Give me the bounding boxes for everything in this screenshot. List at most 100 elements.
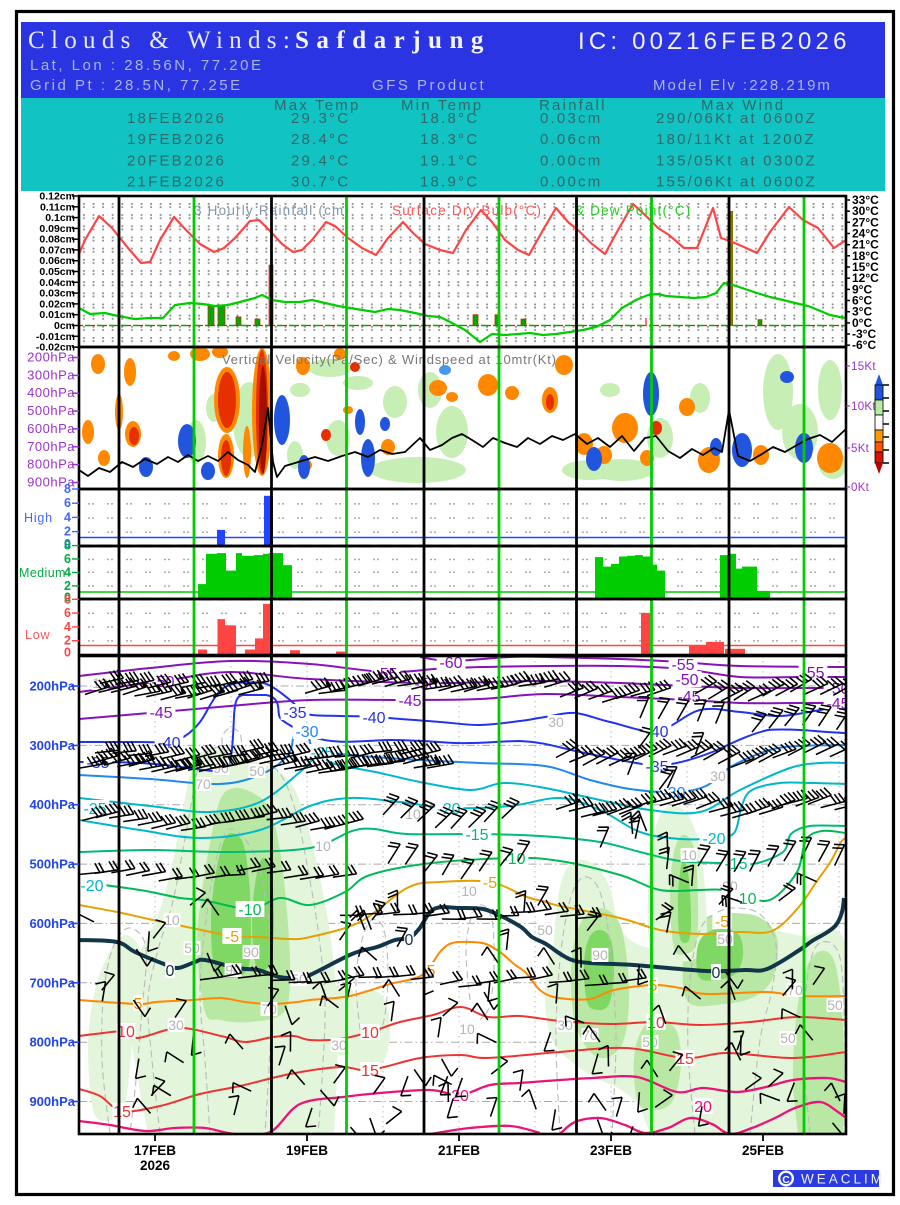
svg-text:2026: 2026 xyxy=(140,1158,171,1173)
svg-text:6°C: 6°C xyxy=(852,294,872,308)
svg-text:30: 30 xyxy=(557,1017,573,1033)
svg-text:Rainfall: Rainfall xyxy=(539,97,607,114)
svg-text:4: 4 xyxy=(64,510,71,524)
svg-text:50: 50 xyxy=(717,931,733,947)
svg-text:WEACLIM: WEACLIM xyxy=(801,1172,885,1187)
svg-text:30.7°C: 30.7°C xyxy=(291,174,350,191)
svg-text:0.00cm: 0.00cm xyxy=(540,174,602,191)
svg-text:200hPa: 200hPa xyxy=(27,350,75,365)
svg-text:18.8°C: 18.8°C xyxy=(420,110,479,127)
svg-text:18°C: 18°C xyxy=(852,249,879,263)
svg-text:50: 50 xyxy=(827,997,843,1013)
svg-text:-20: -20 xyxy=(702,831,725,848)
svg-text:70: 70 xyxy=(261,1001,277,1017)
svg-text:-55: -55 xyxy=(671,657,694,674)
svg-text:6: 6 xyxy=(64,606,71,620)
svg-text:2: 2 xyxy=(64,525,71,539)
svg-text:29.4°C: 29.4°C xyxy=(291,152,350,169)
svg-text:IC: 00Z16FEB2026: IC: 00Z16FEB2026 xyxy=(578,28,851,55)
svg-text:24°C: 24°C xyxy=(852,227,879,241)
svg-text:Medium: Medium xyxy=(19,566,66,580)
svg-text:18.9°C: 18.9°C xyxy=(420,174,479,191)
svg-text:15: 15 xyxy=(676,1051,694,1068)
svg-text:-50: -50 xyxy=(675,672,698,689)
svg-text:15°C: 15°C xyxy=(852,260,879,274)
svg-text:0.03cm: 0.03cm xyxy=(540,110,602,127)
svg-text:200hPa: 200hPa xyxy=(29,679,75,694)
svg-text:21FEB: 21FEB xyxy=(438,1143,480,1158)
svg-text:-55: -55 xyxy=(801,665,824,682)
svg-text:10: 10 xyxy=(461,883,477,899)
svg-text:0.08cm: 0.08cm xyxy=(39,234,75,246)
svg-text:30: 30 xyxy=(331,1037,347,1053)
svg-text:50: 50 xyxy=(537,922,553,938)
svg-text:-10: -10 xyxy=(238,902,261,919)
svg-text:Grid Pt : 28.5N, 77.25E: Grid Pt : 28.5N, 77.25E xyxy=(30,77,243,94)
svg-text:10: 10 xyxy=(681,847,697,863)
svg-text:3°C: 3°C xyxy=(852,305,872,319)
svg-text:50: 50 xyxy=(780,1030,796,1046)
svg-text:Max Temp: Max Temp xyxy=(274,97,361,114)
svg-text:900hPa: 900hPa xyxy=(29,1094,75,1109)
svg-text:15Kt: 15Kt xyxy=(851,361,876,373)
svg-text:50: 50 xyxy=(184,940,200,956)
svg-text:C: C xyxy=(782,1174,790,1186)
svg-text:-5: -5 xyxy=(483,875,497,892)
svg-text:8: 8 xyxy=(64,482,71,496)
svg-text:25FEB: 25FEB xyxy=(742,1143,784,1158)
svg-text:90: 90 xyxy=(243,944,259,960)
svg-text:-40: -40 xyxy=(362,710,385,727)
svg-text:0.05cm: 0.05cm xyxy=(39,266,75,278)
svg-text:-60: -60 xyxy=(439,655,462,672)
svg-text:10: 10 xyxy=(164,912,180,928)
svg-text:-0.02cm: -0.02cm xyxy=(36,342,75,354)
svg-text:-15: -15 xyxy=(465,827,488,844)
svg-text:500hPa: 500hPa xyxy=(29,857,75,872)
svg-text:-30: -30 xyxy=(295,724,318,741)
svg-text:20: 20 xyxy=(694,1099,712,1116)
svg-text:-3°C: -3°C xyxy=(852,327,876,341)
svg-text:8: 8 xyxy=(64,539,71,553)
svg-text:500hPa: 500hPa xyxy=(27,403,75,418)
svg-text:4: 4 xyxy=(64,566,71,580)
svg-text:0.11cm: 0.11cm xyxy=(40,201,75,213)
svg-text:15: 15 xyxy=(113,1104,131,1121)
svg-text:0.00cm: 0.00cm xyxy=(540,152,602,169)
svg-text:300hPa: 300hPa xyxy=(27,367,75,382)
svg-text:2: 2 xyxy=(64,634,71,648)
svg-text:20FEB2026: 20FEB2026 xyxy=(127,152,226,169)
svg-text:-5: -5 xyxy=(225,929,239,946)
svg-text:0: 0 xyxy=(64,646,71,660)
svg-text:0.1cm: 0.1cm xyxy=(45,212,75,224)
svg-text:-35: -35 xyxy=(283,705,306,722)
svg-text:-45: -45 xyxy=(149,705,172,722)
svg-text:Surface Dry Bulb(°C): Surface Dry Bulb(°C) xyxy=(392,203,542,218)
svg-text:0: 0 xyxy=(64,537,71,551)
svg-text:Clouds & Winds:: Clouds & Winds: xyxy=(28,27,296,54)
svg-text:-45: -45 xyxy=(398,693,421,710)
svg-text:6: 6 xyxy=(64,552,71,566)
svg-text:0.02cm: 0.02cm xyxy=(39,298,75,310)
svg-text:GFS Product: GFS Product xyxy=(372,77,486,94)
svg-text:Low: Low xyxy=(25,628,51,642)
svg-text:High: High xyxy=(24,511,53,525)
svg-text:33°C: 33°C xyxy=(852,193,879,207)
svg-text:-0.01cm: -0.01cm xyxy=(36,331,75,343)
svg-text:15: 15 xyxy=(361,1063,379,1080)
svg-text:0.01cm: 0.01cm xyxy=(39,309,75,321)
svg-text:28.4°C: 28.4°C xyxy=(291,131,350,148)
svg-text:18FEB2026: 18FEB2026 xyxy=(127,110,226,127)
svg-text:600hPa: 600hPa xyxy=(27,421,75,436)
svg-text:2: 2 xyxy=(64,579,71,593)
svg-text:800hPa: 800hPa xyxy=(29,1035,75,1050)
svg-text:155/06Kt at 0600Z: 155/06Kt at 0600Z xyxy=(656,174,817,191)
svg-text:4: 4 xyxy=(64,620,71,634)
svg-text:0: 0 xyxy=(712,965,721,982)
svg-text:300hPa: 300hPa xyxy=(29,738,75,753)
svg-text:17FEB: 17FEB xyxy=(134,1143,176,1158)
svg-text:0: 0 xyxy=(405,932,414,949)
svg-text:70: 70 xyxy=(195,776,211,792)
svg-text:19.1°C: 19.1°C xyxy=(420,152,479,169)
svg-text:50: 50 xyxy=(249,763,265,779)
svg-text:700hPa: 700hPa xyxy=(29,975,75,990)
